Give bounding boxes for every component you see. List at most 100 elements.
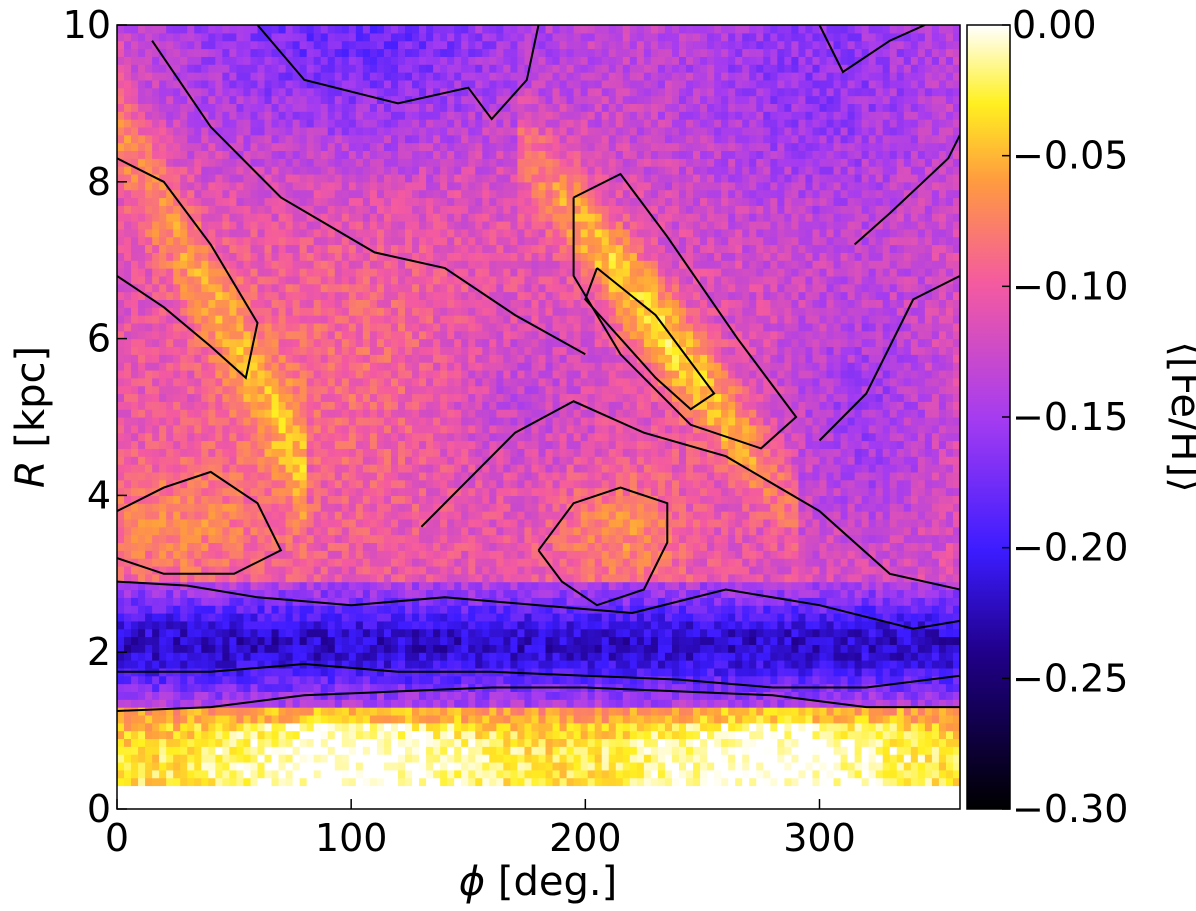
- heatmap-cell: [398, 558, 406, 567]
- heatmap-cell: [362, 32, 371, 42]
- heatmap-cell: [145, 409, 153, 418]
- heatmap-cell: [131, 707, 139, 716]
- heatmap-cell: [348, 244, 357, 253]
- heatmap-cell: [138, 346, 146, 355]
- heatmap-cell: [412, 503, 420, 512]
- heatmap-cell: [320, 221, 329, 230]
- heatmap-cell: [320, 644, 329, 653]
- heatmap-cell: [383, 346, 392, 355]
- heatmap-cell: [405, 221, 413, 230]
- heatmap-cell: [257, 511, 266, 520]
- heatmap-cell: [250, 448, 259, 457]
- heatmap-cell: [180, 142, 188, 152]
- heatmap-cell: [334, 95, 343, 104]
- heatmap-cell: [369, 338, 378, 348]
- heatmap-cell: [334, 64, 343, 73]
- heatmap-cell: [278, 440, 287, 449]
- heatmap-cell: [306, 620, 315, 630]
- heatmap-cell: [299, 675, 308, 685]
- heatmap-cell: [369, 291, 378, 300]
- heatmap-cell: [398, 291, 406, 300]
- heatmap-cell: [229, 401, 238, 410]
- heatmap-cell: [152, 417, 160, 426]
- heatmap-cell: [306, 315, 315, 324]
- heatmap-cell: [433, 330, 441, 340]
- heatmap-cell: [117, 660, 125, 669]
- heatmap-cell: [454, 338, 462, 348]
- heatmap-cell: [257, 605, 266, 614]
- heatmap-cell: [145, 87, 153, 97]
- heatmap-cell: [124, 714, 132, 724]
- heatmap-cell: [180, 754, 188, 763]
- heatmap-cell: [173, 620, 181, 630]
- heatmap-cell: [355, 409, 364, 418]
- heatmap-cell: [454, 354, 462, 363]
- heatmap-cell: [334, 299, 343, 308]
- heatmap-cell: [376, 228, 385, 238]
- heatmap-cell: [264, 503, 273, 512]
- heatmap-cell: [433, 730, 441, 740]
- heatmap-cell: [194, 260, 202, 269]
- heatmap-cell: [173, 197, 181, 206]
- heatmap-cell: [166, 362, 174, 371]
- heatmap-cell: [398, 252, 406, 261]
- heatmap-cell: [166, 417, 174, 426]
- heatmap-cell: [376, 448, 385, 457]
- heatmap-cell: [327, 205, 336, 214]
- heatmap-cell: [327, 173, 336, 183]
- heatmap-cell: [117, 103, 125, 112]
- heatmap-cell: [383, 111, 392, 120]
- heatmap-cell: [285, 401, 294, 410]
- heatmap-cell: [117, 699, 125, 708]
- heatmap-cell: [145, 722, 153, 732]
- heatmap-cell: [341, 79, 350, 89]
- heatmap-cell: [243, 315, 252, 324]
- heatmap-cell: [327, 722, 336, 732]
- heatmap-cell: [369, 315, 378, 324]
- heatmap-cell: [236, 573, 245, 583]
- heatmap-cell: [124, 283, 132, 293]
- heatmap-cell: [145, 769, 153, 779]
- heatmap-cell: [124, 471, 132, 481]
- heatmap-cell: [236, 205, 245, 214]
- heatmap-cell: [419, 244, 427, 253]
- heatmap-cell: [236, 315, 245, 324]
- heatmap-cell: [398, 213, 406, 222]
- heatmap-cell: [362, 346, 371, 355]
- heatmap-cell: [208, 181, 216, 191]
- heatmap-cell: [173, 589, 181, 598]
- heatmap-cell: [152, 126, 160, 136]
- heatmap-cell: [369, 714, 378, 724]
- heatmap-cell: [376, 377, 385, 387]
- heatmap-cell: [264, 213, 273, 222]
- heatmap-cell: [461, 464, 469, 473]
- heatmap-cell: [468, 440, 476, 449]
- heatmap-cell: [229, 518, 238, 528]
- heatmap-cell: [461, 87, 469, 97]
- heatmap-cell: [180, 315, 188, 324]
- heatmap-cell: [313, 268, 322, 277]
- heatmap-cell: [306, 236, 315, 246]
- heatmap-cell: [461, 181, 469, 191]
- heatmap-cell: [355, 424, 364, 434]
- heatmap-cell: [461, 722, 469, 732]
- heatmap-cell: [208, 72, 216, 81]
- heatmap-cell: [278, 338, 287, 348]
- heatmap-cell: [447, 464, 455, 473]
- heatmap-cell: [419, 150, 427, 159]
- heatmap-cell: [173, 534, 181, 544]
- heatmap-cell: [159, 675, 167, 685]
- heatmap-cell: [461, 354, 469, 363]
- heatmap-cell: [166, 346, 174, 355]
- heatmap-cell: [250, 542, 259, 551]
- heatmap-cell: [348, 605, 357, 614]
- heatmap-cell: [229, 660, 238, 669]
- heatmap-cell: [320, 573, 329, 583]
- heatmap-cell: [173, 699, 181, 708]
- heatmap-cell: [440, 244, 448, 253]
- heatmap-cell: [475, 448, 483, 457]
- heatmap-cell: [454, 495, 462, 504]
- heatmap-cell: [468, 534, 476, 544]
- heatmap-cell: [201, 48, 209, 57]
- heatmap-cell: [257, 401, 266, 410]
